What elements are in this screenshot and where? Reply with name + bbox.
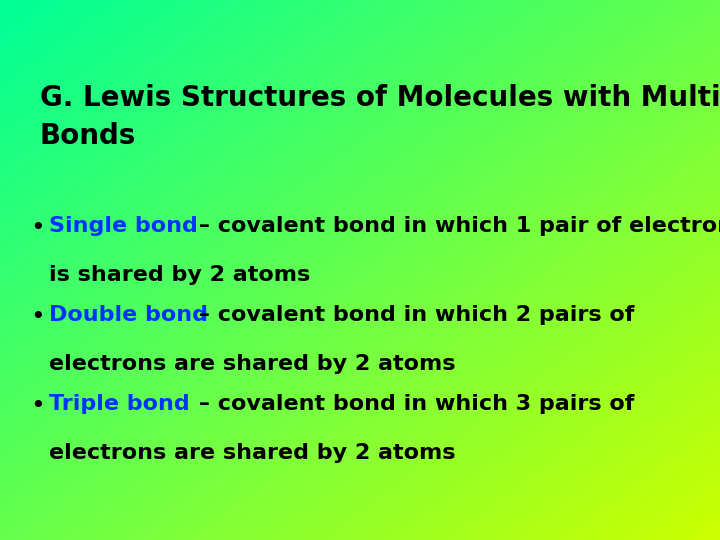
Text: is shared by 2 atoms: is shared by 2 atoms (49, 265, 310, 285)
Text: electrons are shared by 2 atoms: electrons are shared by 2 atoms (49, 354, 456, 374)
Text: •: • (30, 305, 45, 329)
Text: – covalent bond in which 2 pairs of: – covalent bond in which 2 pairs of (191, 305, 634, 325)
Text: •: • (30, 394, 45, 418)
Text: – covalent bond in which 3 pairs of: – covalent bond in which 3 pairs of (191, 394, 634, 414)
Text: electrons are shared by 2 atoms: electrons are shared by 2 atoms (49, 443, 456, 463)
Text: Double bond: Double bond (49, 305, 208, 325)
Text: Single bond: Single bond (49, 216, 198, 236)
Text: Triple bond: Triple bond (49, 394, 189, 414)
Text: •: • (30, 216, 45, 240)
Text: – covalent bond in which 1 pair of electrons: – covalent bond in which 1 pair of elect… (191, 216, 720, 236)
Text: G. Lewis Structures of Molecules with Multiple: G. Lewis Structures of Molecules with Mu… (40, 84, 720, 112)
Text: Bonds: Bonds (40, 122, 136, 150)
